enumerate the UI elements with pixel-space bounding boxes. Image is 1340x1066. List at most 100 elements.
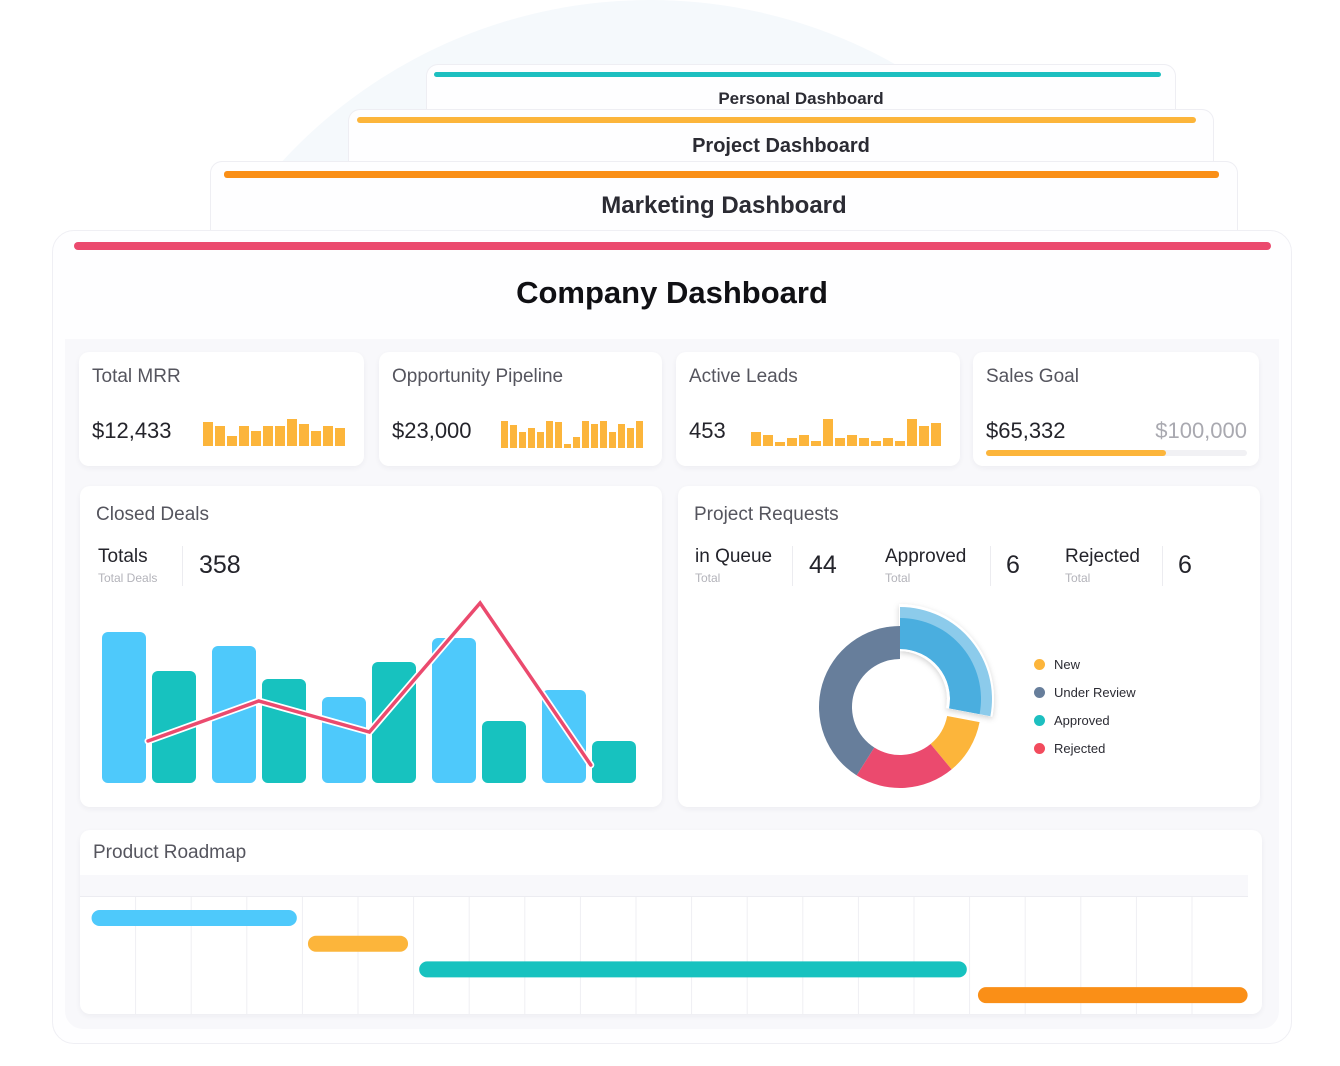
project-requests-donut [819,604,995,788]
project-requests-panel: Project Requests in Queue Total 44 Appro… [678,486,1260,807]
legend-label: Approved [1054,712,1110,728]
roadmap-task-bar [419,961,967,978]
kpi-card-sales-goal[interactable]: Sales Goal $65,332 $100,000 [973,352,1259,466]
sparkline-bar [335,428,345,446]
deals-bar-series-a [432,638,476,783]
stat-sub: Total [1065,571,1091,585]
project-color-strip [357,117,1196,123]
sparkline-bar [600,421,607,448]
stat-value: 6 [1178,551,1192,579]
sparkline-bar [751,431,761,446]
marketing-dashboard-card[interactable]: Marketing Dashboard [210,161,1238,236]
project-dashboard-card[interactable]: Project Dashboard [348,109,1214,169]
sparkline-bar [573,437,580,448]
deals-bar-series-a [322,697,366,783]
legend-item-under-review[interactable]: Under Review [1034,678,1136,706]
deals-bar-series-b [152,671,196,783]
kpi-card-opportunity-pipeline[interactable]: Opportunity Pipeline $23,000 [379,352,662,466]
divider [182,546,183,586]
divider [792,546,793,586]
legend-dot [1034,686,1045,698]
sparkline-bar [859,437,869,446]
stat-sub: Total Deals [98,571,158,585]
donut-slice-new [930,715,980,770]
legend-item-approved[interactable]: Approved [1034,706,1136,734]
legend-dot [1034,658,1045,670]
stat-value: 358 [199,551,241,579]
sparkline-bar [323,426,333,446]
roadmap-timeline-header [80,875,1248,897]
legend-label: New [1054,656,1081,672]
donut-slice-under-review [819,626,900,776]
donut-slice-rejected [856,743,952,788]
sparkline-bar [835,437,845,446]
sparkline [751,416,941,446]
deals-bar-series-b [262,679,306,783]
goal-target: $100,000 [1155,418,1247,443]
sparkline-bar [251,431,261,446]
sparkline-bar [537,431,544,448]
kpi-value: 453 [689,418,726,443]
roadmap-task-bar [91,910,297,926]
sparkline [203,416,345,446]
legend-dot [1034,742,1045,754]
sparkline-bar [636,421,643,448]
deals-bar-series-b [592,741,636,783]
sparkline-bar [582,421,589,448]
kpi-label: Sales Goal [986,366,1079,387]
stat-name: in Queue [695,546,773,567]
legend-item-new[interactable]: New [1034,650,1136,678]
kpi-card-active-leads[interactable]: Active Leads 453 [676,352,960,466]
sparkline-bar [203,422,213,446]
stat-approved: Approved Total [885,546,966,585]
stat-in-queue: in Queue Total [695,546,772,585]
company-color-strip [74,242,1271,250]
sparkline-bar [823,419,833,446]
divider [1162,546,1163,586]
legend-label: Rejected [1054,740,1106,756]
kpi-label: Total MRR [92,366,181,387]
kpi-value: $12,433 [92,418,172,443]
panel-title: Project Requests [694,504,839,525]
sparkline-bar [799,435,809,446]
deals-bar-series-b [482,721,526,783]
sparkline-bar [787,437,797,446]
goal-progress-track [986,450,1247,456]
deals-bar-series-a [212,646,256,783]
sparkline-bar [811,441,821,446]
sparkline-bar [763,435,773,446]
goal-progress-fill [986,450,1167,456]
sparkline-bar [775,442,785,446]
donut-slice-approved [900,618,982,715]
marketing-dashboard-title: Marketing Dashboard [601,192,847,219]
deals-bar-series-a [102,632,146,783]
donut-legend: New Under Review Approved Rejected [1034,650,1136,762]
sparkline-bar [609,431,616,448]
sparkline-bar [627,427,634,448]
project-dashboard-title: Project Dashboard [692,135,870,157]
sparkline-bar [510,425,517,448]
roadmap-gantt [91,897,1248,1014]
kpi-label: Active Leads [689,366,798,387]
sparkline-bar [591,423,598,448]
sparkline-bar [883,437,893,446]
sparkline-bar [895,441,905,446]
page-title: Company Dashboard [516,275,828,310]
sparkline-bar [501,421,508,448]
legend-dot [1034,714,1045,726]
sparkline-bar [299,424,309,446]
personal-color-strip [434,72,1161,77]
sparkline-bar [931,422,941,446]
sparkline-bar [215,426,225,446]
legend-label: Under Review [1054,684,1136,700]
stat-sub: Total [885,571,911,585]
stat-name: Approved [885,546,967,567]
legend-item-rejected[interactable]: Rejected [1034,734,1136,762]
product-roadmap-panel: Product Roadmap [80,830,1262,1014]
sparkline-bar [555,422,562,448]
personal-dashboard-card[interactable]: Personal Dashboard [426,64,1176,114]
kpi-card-total-mrr[interactable]: Total MRR $12,433 [79,352,364,466]
kpi-value: $23,000 [392,418,472,443]
sparkline-bar [275,426,285,446]
stat-name: Rejected [1065,546,1140,567]
